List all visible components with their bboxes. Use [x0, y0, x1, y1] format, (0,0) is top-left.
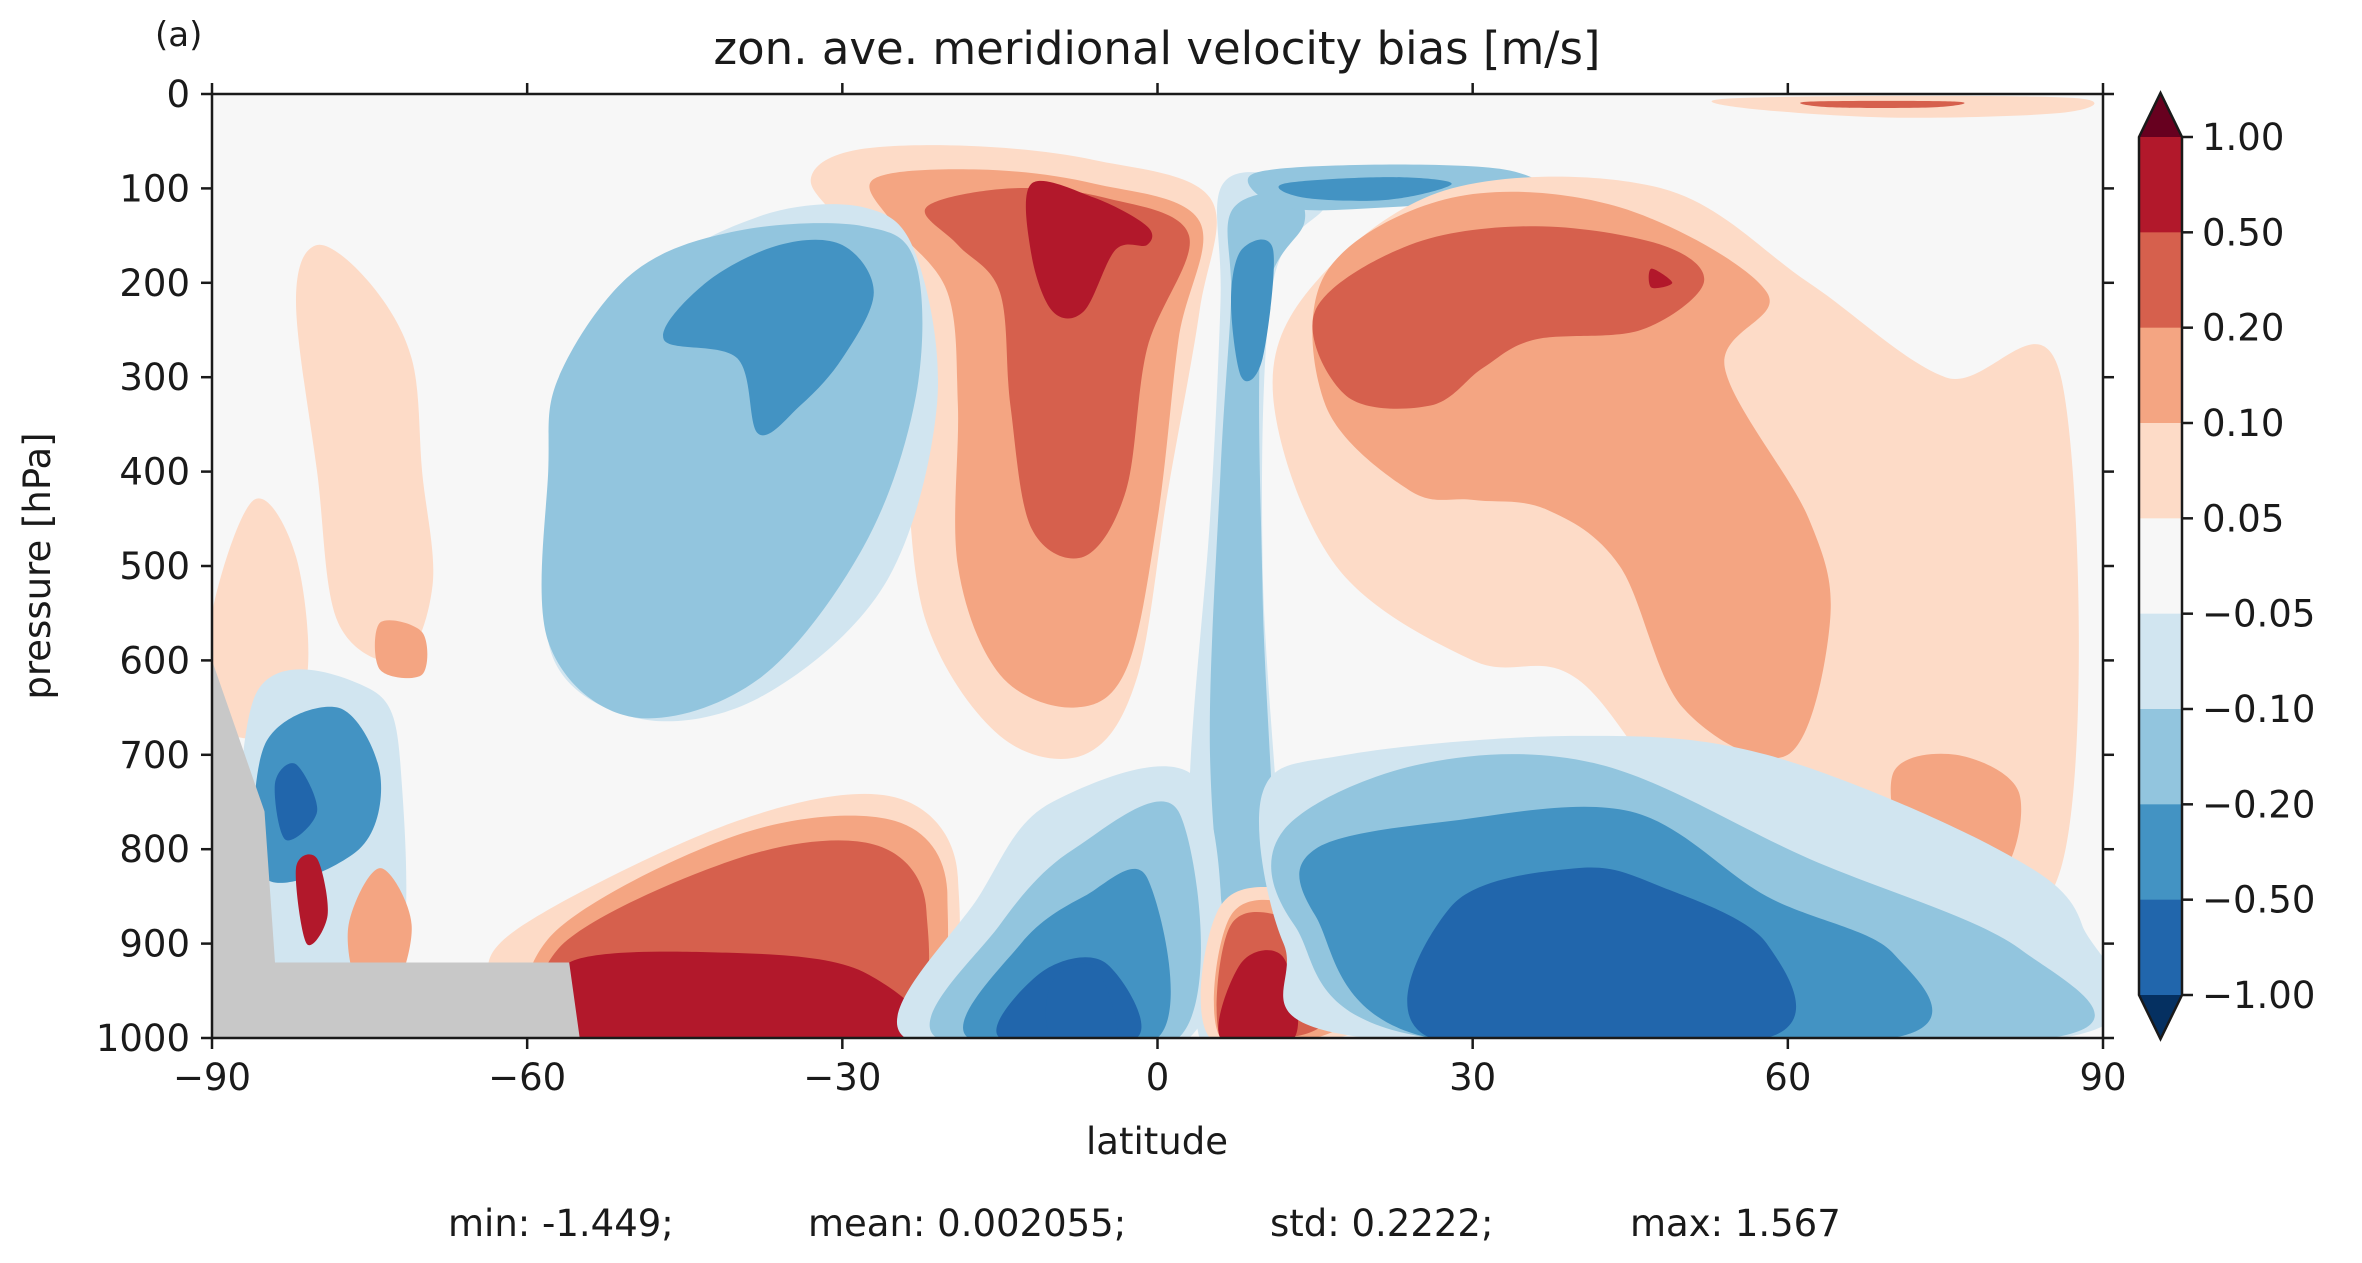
- stats-line: min: -1.449; mean: 0.002055; std: 0.2222…: [448, 1202, 1841, 1245]
- y-tick-label: 900: [119, 923, 190, 966]
- y-tick-label: 800: [119, 828, 190, 871]
- contour-region-19: [1648, 268, 1673, 289]
- colorbar-segment: [2139, 709, 2182, 805]
- x-tick-label: −30: [803, 1056, 881, 1099]
- contour-region-9: [1209, 192, 1306, 959]
- x-tick-label: −60: [488, 1056, 566, 1099]
- contour-region-13: [296, 244, 434, 662]
- y-tick-label: 300: [119, 356, 190, 399]
- colorbar-segment: [2139, 899, 2182, 996]
- contour-region-14: [374, 620, 428, 679]
- stat-std: std: 0.2222;: [1270, 1202, 1493, 1245]
- x-tick-label: −90: [173, 1056, 251, 1099]
- stat-mean: mean: 0.002055;: [808, 1202, 1126, 1245]
- colorbar-segment: [2139, 613, 2182, 710]
- x-tick-label: 90: [2079, 1056, 2126, 1099]
- contour-region-26: [543, 951, 923, 1038]
- colorbar-segment: [2139, 327, 2182, 424]
- contour-region-3: [924, 187, 1190, 559]
- colorbar-extend-top: [2139, 93, 2182, 137]
- colorbar-tick-label: −0.10: [2202, 688, 2315, 731]
- contour-region-35: [1218, 950, 1299, 1038]
- contour-region-44: [295, 854, 328, 946]
- colorbar-tick-label: 0.05: [2202, 497, 2284, 540]
- y-tick-label: 600: [119, 639, 190, 682]
- colorbar-segment: [2139, 518, 2182, 615]
- colorbar-segment: [2139, 232, 2182, 329]
- contour-region-39: [1407, 867, 1797, 1038]
- y-tick-label: 700: [119, 734, 190, 777]
- y-tick-label: 100: [119, 167, 190, 210]
- y-tick-label: 200: [119, 262, 190, 305]
- colorbar-tick-label: 0.10: [2202, 402, 2284, 445]
- contour-region-4: [1025, 180, 1153, 319]
- colorbar-extend-bottom: [2139, 995, 2182, 1039]
- y-axis-label: pressure [hPa]: [16, 432, 59, 699]
- colorbar-tick-label: −0.05: [2202, 593, 2315, 636]
- y-tick-label: 0: [166, 73, 190, 116]
- y-tick-label: 1000: [96, 1017, 190, 1060]
- contour-region-7: [663, 239, 874, 436]
- x-tick-label: 30: [1449, 1056, 1496, 1099]
- colorbar-tick-label: −0.50: [2202, 879, 2315, 922]
- panel-label: (a): [155, 15, 202, 55]
- contour-region-42: [274, 763, 318, 841]
- colorbar-segment: [2139, 804, 2182, 901]
- colorbar-tick-label: 1.00: [2202, 116, 2284, 159]
- stat-max: max: 1.567: [1630, 1202, 1841, 1245]
- y-axis: 0 100 200 300 400 500 600 700 800 900 1000: [96, 73, 2114, 1060]
- x-tick-label: 0: [1146, 1056, 1170, 1099]
- plot-area: [212, 94, 2103, 1038]
- x-axis: −90 −60 −30 0 30 60 90: [173, 83, 2127, 1099]
- y-tick-label: 400: [119, 451, 190, 494]
- contour-region-31: [1045, 963, 1117, 1038]
- stat-min: min: -1.449;: [448, 1202, 674, 1245]
- x-axis-label: latitude: [1086, 1120, 1228, 1163]
- colorbar-segment: [2139, 137, 2182, 233]
- topography-mask: [212, 660, 580, 1038]
- colorbar-tick-label: −0.20: [2202, 783, 2315, 826]
- contour-region-12: [1278, 177, 1452, 201]
- contour-region-10: [1231, 239, 1274, 382]
- contour-region-18: [1312, 226, 1705, 409]
- x-tick-label: 60: [1764, 1056, 1811, 1099]
- y-tick-label: 500: [119, 545, 190, 588]
- colorbar-tick-label: −1.00: [2202, 974, 2315, 1017]
- colorbar-segment: [2139, 423, 2182, 519]
- contour-region-21: [1800, 100, 1965, 108]
- chart-title: zon. ave. meridional velocity bias [m/s]: [714, 22, 1601, 75]
- colorbar-tick-label: 0.20: [2202, 307, 2284, 350]
- colorbar-tick-label: 0.50: [2202, 211, 2284, 254]
- colorbar: 1.00 0.50 0.20 0.10 0.05 −0.05 −0.10 −0.20 −0.50…: [2137, 90, 2315, 1042]
